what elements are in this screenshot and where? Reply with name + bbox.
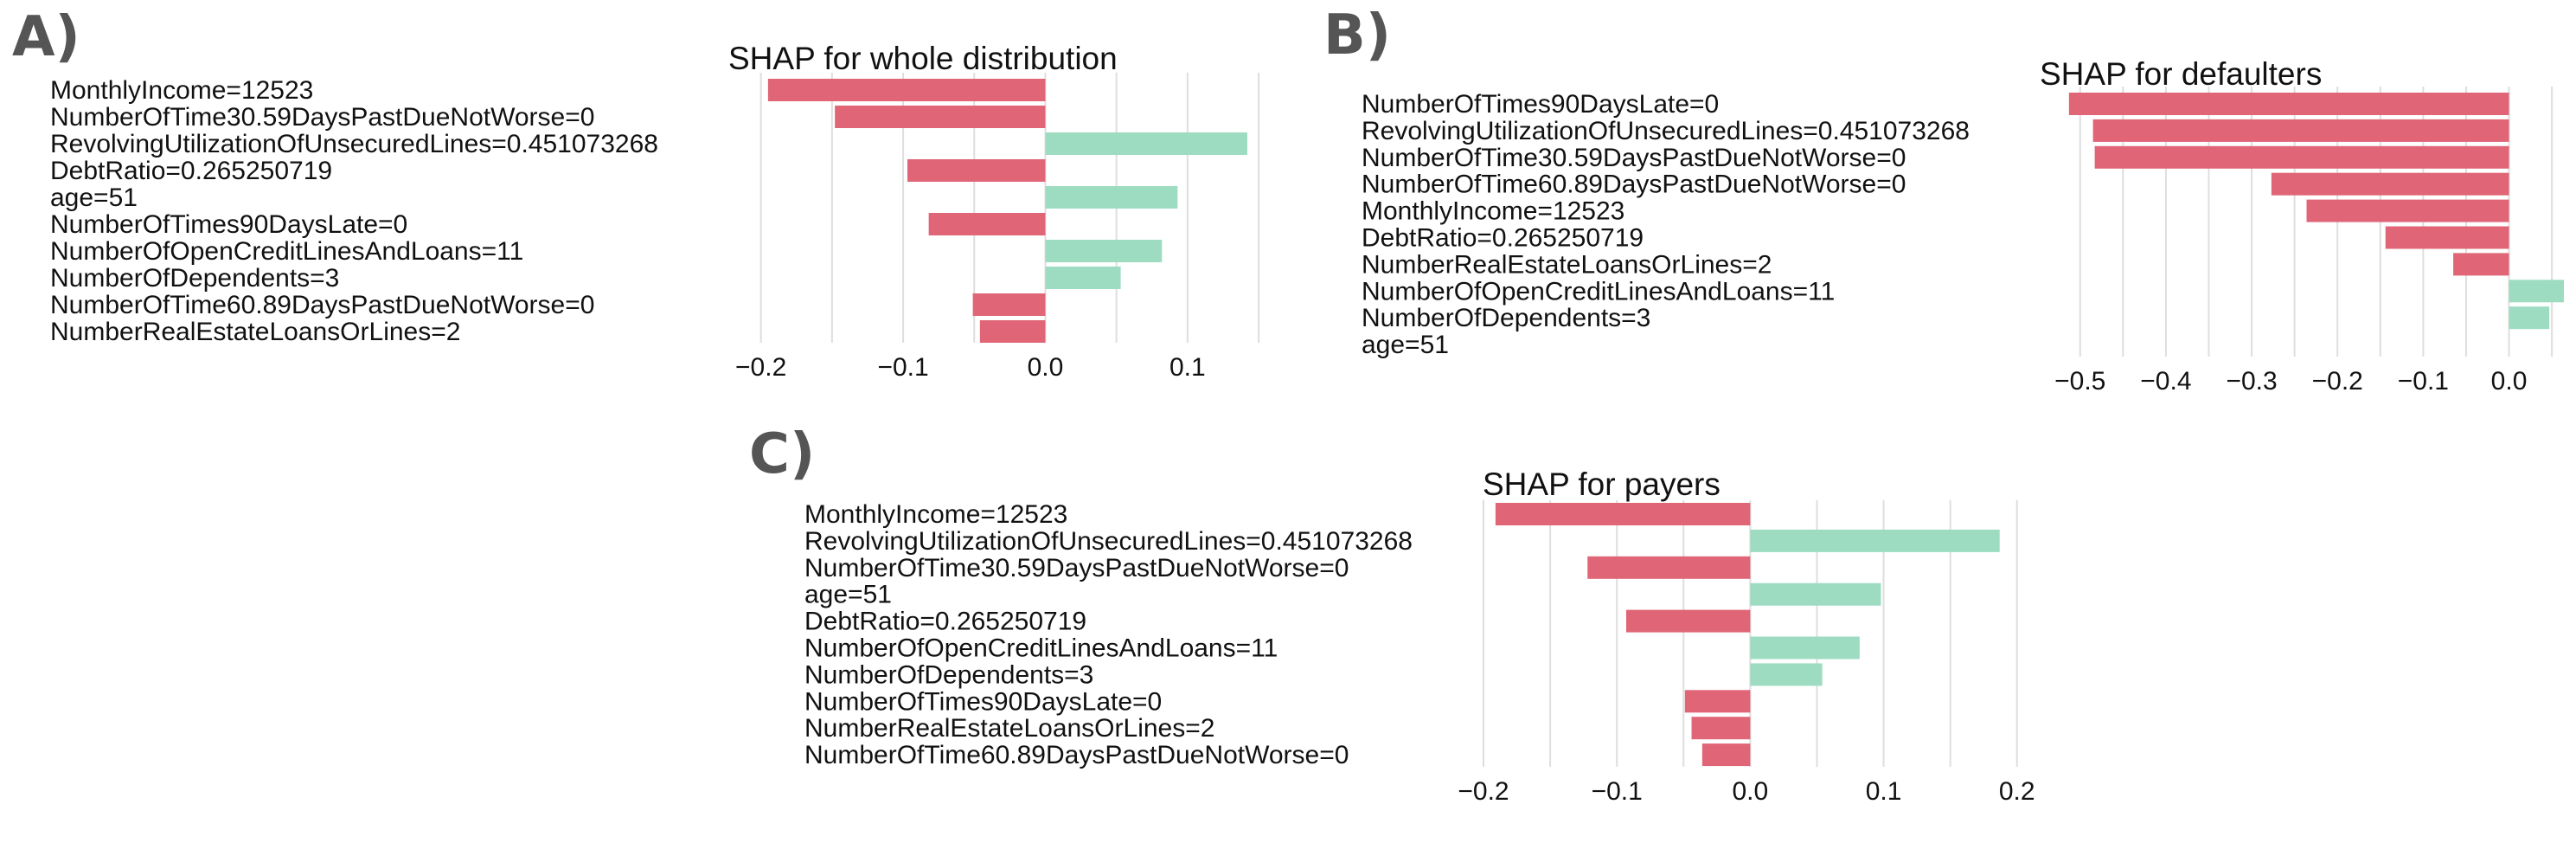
feature-label: MonthlyIncome=12523 — [50, 76, 313, 105]
shap-bar — [2509, 306, 2550, 330]
panel-1: A) −0.2 −0.1 0.0 0.1 SHAP for whole distribut… — [12, 5, 1260, 382]
panel-title: SHAP for payers — [1483, 467, 1721, 502]
feature-label: age=51 — [50, 183, 138, 212]
feature-label: DebtRatio=0.265250719 — [1362, 224, 1644, 253]
feature-label: MonthlyIncome=12523 — [1362, 197, 1624, 226]
panel-2: B) −0.5 −0.4 −0.3 −0.2 −0.1 0.0 SHAP for defaul… — [1323, 3, 2565, 396]
shap-bar — [1691, 717, 1751, 740]
feature-label: NumberOfOpenCreditLinesAndLoans=11 — [1362, 277, 1835, 306]
shap-bar — [1750, 663, 1823, 686]
panel-3: C) −0.2 −0.1 0.0 0.1 0.2 SHAP for payers Monthl… — [749, 422, 2035, 806]
shap-bar — [2306, 199, 2509, 222]
shap-bar — [2068, 93, 2509, 115]
panel-letter: C) — [749, 422, 815, 486]
feature-label: NumberOfDependents=3 — [50, 264, 339, 293]
shap-bar — [1750, 582, 1881, 606]
feature-label: NumberRealEstateLoansOrLines=2 — [50, 318, 460, 346]
x-tick-label: 0.0 — [1028, 353, 1064, 382]
x-tick-label: 0.2 — [1999, 777, 2035, 806]
feature-label: RevolvingUtilizationOfUnsecuredLines=0.4… — [50, 130, 658, 158]
x-tick-label: −0.2 — [2312, 367, 2363, 396]
feature-label: age=51 — [1362, 331, 1449, 359]
shap-bar — [1045, 186, 1178, 209]
x-tick-label: 0.0 — [2491, 367, 2528, 396]
shap-bar — [2509, 280, 2565, 303]
feature-label: DebtRatio=0.265250719 — [50, 157, 332, 185]
feature-label: NumberOfDependents=3 — [804, 660, 1093, 689]
feature-label: NumberOfTimes90DaysLate=0 — [1362, 90, 1719, 119]
shap-bar — [2453, 253, 2509, 276]
feature-label: NumberOfTime30.59DaysPastDueNotWorse=0 — [50, 103, 594, 132]
panel-letter: B) — [1323, 3, 1391, 68]
shap-bar — [1625, 609, 1751, 633]
feature-label: NumberRealEstateLoansOrLines=2 — [804, 714, 1214, 743]
shap-bar — [1045, 240, 1163, 262]
x-tick-label: −0.3 — [2226, 367, 2277, 396]
feature-label: NumberOfTime60.89DaysPastDueNotWorse=0 — [50, 291, 594, 319]
shap-bar — [835, 106, 1046, 128]
x-tick-label: 0.1 — [1169, 353, 1206, 382]
x-tick-label: −0.1 — [1592, 777, 1643, 806]
shap-bar — [928, 213, 1046, 235]
feature-label: NumberOfTime60.89DaysPastDueNotWorse=0 — [1362, 171, 1906, 199]
x-tick-label: 0.0 — [1733, 777, 1769, 806]
feature-label: NumberOfTime30.59DaysPastDueNotWorse=0 — [804, 554, 1349, 582]
shap-bar — [1495, 503, 1751, 525]
shap-bar — [979, 320, 1046, 343]
feature-label: NumberOfTime30.59DaysPastDueNotWorse=0 — [1362, 144, 1906, 172]
feature-label: age=51 — [804, 581, 892, 609]
shap-bar — [1684, 690, 1751, 713]
shap-bar — [2271, 172, 2509, 196]
shap-bar — [767, 79, 1046, 101]
panel-title: SHAP for defaulters — [2040, 56, 2322, 92]
shap-bar — [907, 159, 1046, 182]
feature-label: NumberRealEstateLoansOrLines=2 — [1362, 250, 1772, 279]
feature-label: DebtRatio=0.265250719 — [804, 608, 1086, 636]
shap-bar — [2385, 226, 2509, 249]
shap-bar — [2094, 145, 2509, 169]
shap-bar — [972, 293, 1046, 316]
x-tick-label: 0.1 — [1866, 777, 1902, 806]
feature-label: MonthlyIncome=12523 — [804, 500, 1067, 529]
shap-bar — [1587, 556, 1751, 579]
feature-label: NumberOfDependents=3 — [1362, 304, 1650, 332]
panel-title: SHAP for whole distribution — [728, 41, 1118, 76]
feature-label: NumberOfTimes90DaysLate=0 — [804, 687, 1162, 716]
shap-bar — [1045, 267, 1121, 289]
x-tick-label: −0.4 — [2140, 367, 2191, 396]
x-tick-label: −0.2 — [1458, 777, 1509, 806]
feature-label: RevolvingUtilizationOfUnsecuredLines=0.4… — [804, 527, 1413, 556]
feature-label: NumberOfTime60.89DaysPastDueNotWorse=0 — [804, 741, 1349, 769]
shap-bar — [1045, 132, 1247, 155]
shap-bar — [2092, 119, 2509, 142]
x-tick-label: −0.5 — [2054, 367, 2105, 396]
shap-bar — [1701, 743, 1751, 767]
shap-bar — [1750, 636, 1860, 660]
feature-label: NumberOfOpenCreditLinesAndLoans=11 — [804, 634, 1278, 663]
feature-label: NumberOfOpenCreditLinesAndLoans=11 — [50, 237, 523, 266]
x-tick-label: −0.2 — [735, 353, 786, 382]
feature-label: RevolvingUtilizationOfUnsecuredLines=0.4… — [1362, 117, 1970, 145]
x-tick-label: −0.1 — [2398, 367, 2449, 396]
feature-label: NumberOfTimes90DaysLate=0 — [50, 210, 407, 239]
panel-letter: A) — [12, 5, 80, 69]
x-tick-label: −0.1 — [877, 353, 928, 382]
shap-bar — [1750, 529, 2000, 552]
